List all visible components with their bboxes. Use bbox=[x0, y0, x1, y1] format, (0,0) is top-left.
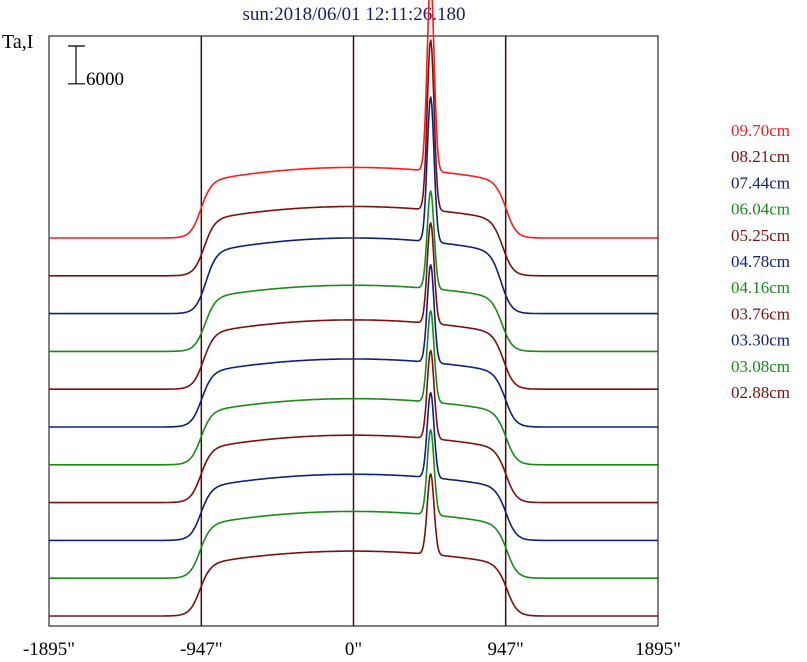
series-line-03-76cm bbox=[49, 349, 658, 504]
legend-item-04-16cm: 04.16cm bbox=[731, 278, 790, 297]
series-line-05-25cm bbox=[49, 222, 658, 390]
x-axis-ticks: -1895" -947" 0" 947" 1895" bbox=[23, 639, 681, 660]
legend-item-03-30cm: 03.30cm bbox=[731, 331, 790, 350]
series-line-04-78cm bbox=[49, 264, 658, 428]
reference-lines bbox=[200, 36, 507, 626]
scale-bar: 6000 bbox=[68, 45, 124, 90]
legend-item-09-70cm: 09.70cm bbox=[731, 121, 790, 140]
series-line-08-21cm bbox=[49, 39, 658, 277]
series-line-09-70cm bbox=[49, 0, 658, 239]
scale-bar-label: 6000 bbox=[86, 69, 124, 90]
y-axis-label: Ta,I bbox=[2, 31, 33, 53]
series-layer bbox=[49, 0, 658, 617]
series-line-04-16cm bbox=[49, 310, 658, 466]
series-line-07-44cm bbox=[49, 96, 658, 315]
x-tick-label-2: 0" bbox=[345, 639, 362, 660]
chart-title: sun:2018/06/01 12:11:26.180 bbox=[242, 4, 465, 25]
x-tick-label-4: 1895" bbox=[635, 639, 681, 660]
x-tick-label-0: -1895" bbox=[23, 639, 75, 660]
legend-item-03-08cm: 03.08cm bbox=[731, 357, 790, 376]
series-line-03-08cm bbox=[49, 429, 658, 579]
legend-item-07-44cm: 07.44cm bbox=[731, 173, 790, 192]
series-line-06-04cm bbox=[49, 190, 658, 353]
x-tick-label-1: -947" bbox=[180, 639, 223, 660]
legend-item-03-76cm: 03.76cm bbox=[731, 304, 790, 323]
legend-item-06-04cm: 06.04cm bbox=[731, 200, 790, 219]
legend-item-05-25cm: 05.25cm bbox=[731, 226, 790, 245]
legend-item-02-88cm: 02.88cm bbox=[731, 383, 790, 402]
series-line-02-88cm bbox=[49, 473, 658, 617]
legend-item-04-78cm: 04.78cm bbox=[731, 252, 790, 271]
legend: 09.70cm 08.21cm 07.44cm 06.04cm 05.25cm 04.78… bbox=[731, 121, 790, 402]
x-tick-label-3: 947" bbox=[488, 639, 524, 660]
legend-item-08-21cm: 08.21cm bbox=[731, 147, 790, 166]
series-line-03-30cm bbox=[49, 391, 658, 542]
